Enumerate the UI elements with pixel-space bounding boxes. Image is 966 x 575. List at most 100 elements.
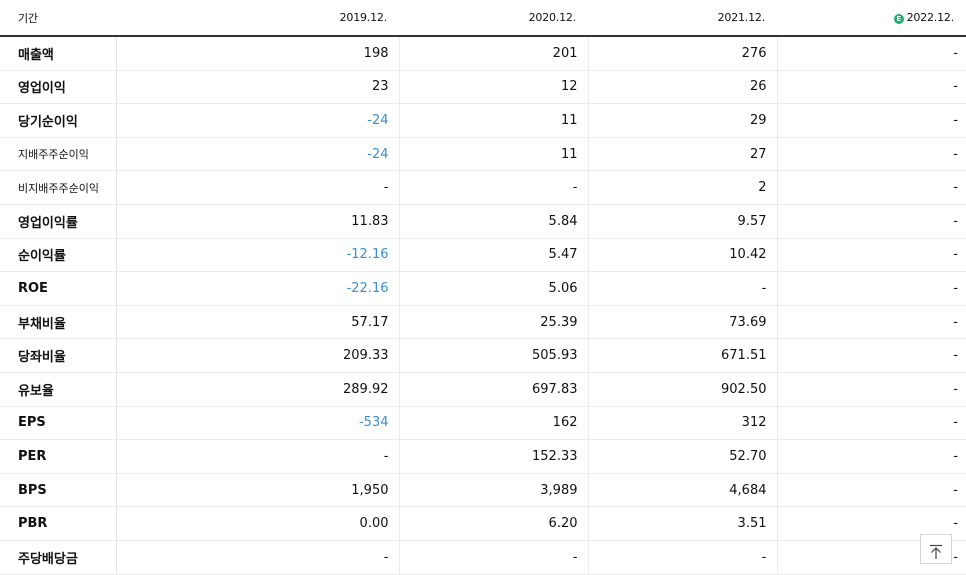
row-label: ROE <box>0 271 117 306</box>
table-row: 순이익률 -12.16 5.47 10.42- <box>0 238 966 273</box>
row-label: 비지배주주순이익 <box>0 170 117 205</box>
cell-2022: - <box>777 70 966 105</box>
arrow-up-to-top-icon <box>930 544 942 559</box>
row-label: 유보율 <box>0 372 117 407</box>
header-period-2019: 2019.12. <box>116 0 399 37</box>
cell-2021: 73.69 <box>588 304 778 340</box>
cell-2019: -534 <box>116 405 400 441</box>
estimate-badge-icon: E <box>893 14 904 24</box>
cell-2020: - <box>399 539 589 575</box>
cell-2022: - <box>777 439 966 474</box>
row-label: 지배주주순이익 <box>0 137 117 172</box>
cell-2020: 12 <box>399 70 589 105</box>
cell-2022: - <box>777 203 966 239</box>
cell-2021: 29 <box>588 103 778 138</box>
table-row: 매출액 198 201 276- <box>0 36 966 71</box>
cell-2019: 57.17 <box>116 304 400 340</box>
table-row: 영업이익률 11.83 5.84 9.57- <box>0 203 966 239</box>
cell-2022: - <box>777 304 966 340</box>
cell-2020: 5.84 <box>399 203 589 239</box>
cell-2020: 152.33 <box>399 439 589 474</box>
header-period-2020: 2020.12. <box>399 0 588 37</box>
row-label: 영업이익률 <box>0 203 117 239</box>
row-label: 영업이익 <box>0 70 117 105</box>
cell-2022: - <box>777 372 966 407</box>
cell-2019: -24 <box>116 103 400 138</box>
cell-2020: 5.47 <box>399 238 589 273</box>
cell-2019: 289.92 <box>116 372 400 407</box>
header-label-period: 기간 <box>0 0 116 37</box>
row-label: 당기순이익 <box>0 103 117 138</box>
table-body: 매출액 198 201 276- 영업이익 23 12 26- 당기순이익 -24 11 29- 지배주… <box>0 36 966 575</box>
table-row: 주당배당금 - - - - <box>0 539 966 575</box>
cell-2020: 162 <box>399 405 589 441</box>
cell-2021: 27 <box>588 137 778 172</box>
cell-2019: 0.00 <box>116 506 400 541</box>
cell-2019: 11.83 <box>116 203 400 239</box>
table-row: PBR 0.00 6.20 3.51- <box>0 506 966 541</box>
cell-2021: - <box>588 271 778 306</box>
cell-2022: - <box>777 238 966 273</box>
cell-2020: 505.93 <box>399 338 589 373</box>
cell-2020: 3,989 <box>399 473 589 508</box>
cell-2021: 9.57 <box>588 203 778 239</box>
cell-2022: - <box>777 103 966 138</box>
header-period-2021: 2021.12. <box>588 0 777 37</box>
table-row: 지배주주순이익 -24 11 27- <box>0 137 966 172</box>
row-label: BPS <box>0 473 117 508</box>
row-label: 주당배당금 <box>0 539 117 575</box>
cell-2021: 4,684 <box>588 473 778 508</box>
cell-2019: 209.33 <box>116 338 400 373</box>
cell-2019: - <box>116 439 400 474</box>
cell-2022: - <box>777 170 966 205</box>
cell-2019: - <box>116 170 400 205</box>
table-row: EPS -534 162 312- <box>0 405 966 441</box>
cell-2019: 1,950 <box>116 473 400 508</box>
table-row: 당기순이익 -24 11 29- <box>0 103 966 138</box>
cell-2022: - <box>777 271 966 306</box>
cell-2020: 6.20 <box>399 506 589 541</box>
cell-2019: -24 <box>116 137 400 172</box>
row-label: EPS <box>0 405 117 441</box>
cell-2022: - <box>777 473 966 508</box>
cell-2021: 2 <box>588 170 778 205</box>
row-label: 순이익률 <box>0 238 117 273</box>
cell-2020: - <box>399 170 589 205</box>
row-label: 매출액 <box>0 36 117 71</box>
row-label: PBR <box>0 506 117 541</box>
cell-2019: 23 <box>116 70 400 105</box>
cell-2020: 697.83 <box>399 372 589 407</box>
cell-2019: -12.16 <box>116 238 400 273</box>
cell-2019: 198 <box>116 36 400 71</box>
cell-2022: - <box>777 338 966 373</box>
cell-2021: - <box>588 539 778 575</box>
scroll-to-top-button[interactable] <box>920 534 952 564</box>
cell-2021: 902.50 <box>588 372 778 407</box>
table-row: 부채비율 57.17 25.39 73.69- <box>0 304 966 340</box>
row-label: 당좌비율 <box>0 338 117 373</box>
cell-2020: 201 <box>399 36 589 71</box>
cell-2021: 671.51 <box>588 338 778 373</box>
table-row: BPS 1,950 3,989 4,684- <box>0 473 966 508</box>
cell-2022: - <box>777 137 966 172</box>
row-label: PER <box>0 439 117 474</box>
table-row: 영업이익 23 12 26- <box>0 70 966 105</box>
cell-2019: - <box>116 539 400 575</box>
cell-2021: 276 <box>588 36 778 71</box>
table-row: PER -152.33 52.70- <box>0 439 966 474</box>
table-header: 기간 2019.12. 2020.12. 2021.12. E 2022.12. <box>0 0 966 37</box>
cell-2022: - <box>777 36 966 71</box>
cell-2020: 25.39 <box>399 304 589 340</box>
cell-2019: -22.16 <box>116 271 400 306</box>
table-row: 당좌비율 209.33 505.93 671.51- <box>0 338 966 373</box>
cell-2021: 3.51 <box>588 506 778 541</box>
header-period-2022-estimate: E 2022.12. <box>777 0 966 37</box>
header-row: 기간 2019.12. 2020.12. 2021.12. E 2022.12. <box>0 0 966 37</box>
row-label: 부채비율 <box>0 304 117 340</box>
cell-2021: 312 <box>588 405 778 441</box>
cell-2020: 5.06 <box>399 271 589 306</box>
table-row: 유보율 289.92 697.83 902.50- <box>0 372 966 407</box>
cell-2020: 11 <box>399 103 589 138</box>
